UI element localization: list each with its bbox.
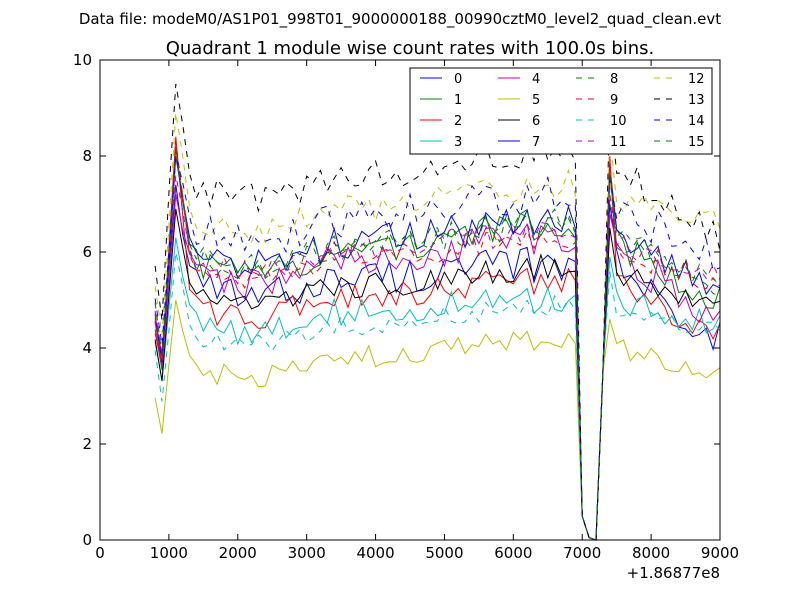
legend-label-4: 4 (532, 72, 540, 87)
series-line-5 (154, 299, 721, 541)
series-line-3 (154, 237, 721, 541)
legend-label-12: 12 (688, 72, 705, 87)
series-line-8 (154, 151, 721, 541)
x-tick-label: 8000 (632, 544, 670, 562)
legend-box (409, 67, 713, 155)
y-tick-label: 6 (82, 243, 92, 261)
series-line-6 (154, 208, 721, 541)
legend-label-8: 8 (610, 72, 618, 87)
axes-frame (99, 59, 721, 541)
figure-suptitle: Data file: modeM0/AS1P01_998T01_90000001… (79, 10, 721, 29)
series-line-13 (154, 83, 721, 541)
y-tick-label: 2 (82, 435, 92, 453)
x-tick-label: 1000 (150, 544, 188, 562)
x-tick-label: 2000 (219, 544, 257, 562)
x-offset-label: +1.86877e8 (627, 564, 720, 582)
legend-label-11: 11 (610, 135, 627, 150)
x-tick-label: 4000 (356, 544, 394, 562)
x-tick-label: 0 (95, 544, 105, 562)
series-line-11 (154, 175, 721, 541)
series-line-15 (154, 155, 721, 541)
legend-label-3: 3 (454, 135, 462, 150)
legend-label-2: 2 (454, 114, 462, 129)
legend-label-0: 0 (454, 72, 462, 87)
legend-label-14: 14 (688, 114, 705, 129)
x-tick-label: 3000 (288, 544, 326, 562)
x-tick-label: 5000 (425, 544, 463, 562)
series-line-14 (154, 155, 721, 541)
series-line-2 (154, 136, 721, 541)
legend-label-1: 1 (454, 93, 462, 108)
y-tick-label: 0 (82, 531, 92, 549)
series-line-10 (154, 251, 721, 541)
legend-label-9: 9 (610, 93, 618, 108)
y-tick-label: 10 (73, 51, 92, 69)
series-layer (154, 83, 721, 541)
legend-label-6: 6 (532, 114, 540, 129)
x-tick-label: 9000 (701, 544, 739, 562)
series-line-9 (154, 141, 721, 541)
legend-label-13: 13 (688, 93, 705, 108)
y-tick-label: 4 (82, 339, 92, 357)
y-tick-label: 8 (82, 147, 92, 165)
x-tick-label: 7000 (563, 544, 601, 562)
series-line-4 (154, 194, 721, 541)
legend-label-5: 5 (532, 93, 540, 108)
x-tick-label: 6000 (494, 544, 532, 562)
x-axis: 0 1000 2000 3000 4000 5000 6000 7000 8000 9000 (95, 60, 739, 562)
legend-label-10: 10 (610, 114, 627, 129)
chart-title: Quadrant 1 module wise count rates with … (166, 38, 655, 59)
axes-border (99, 59, 721, 541)
legend-label-15: 15 (688, 135, 705, 150)
legend-label-7: 7 (532, 135, 540, 150)
